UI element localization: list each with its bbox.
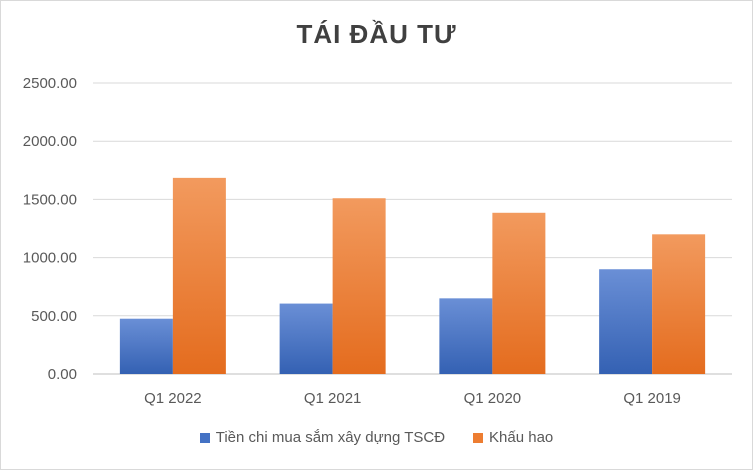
- legend: Tiền chi mua sắm xây dựng TSCĐ Khấu hao: [1, 429, 752, 446]
- bar-series-2: [492, 212, 546, 374]
- bar-series-1: [279, 303, 333, 374]
- x-tick-label: Q1 2019: [623, 390, 681, 407]
- x-tick-label: Q1 2022: [144, 390, 202, 407]
- bars: [119, 177, 706, 374]
- bar-series-2: [172, 177, 226, 374]
- y-tick-label: 1000.00: [23, 250, 77, 267]
- bar-series-1: [439, 298, 493, 374]
- legend-label-series-2: Khấu hao: [489, 429, 554, 446]
- chart-title: TÁI ĐẦU TƯ: [296, 19, 457, 49]
- y-tick-label: 1500.00: [23, 191, 77, 208]
- x-tick-label: Q1 2021: [304, 390, 362, 407]
- legend-item-series-1: Tiền chi mua sắm xây dựng TSCĐ: [199, 429, 446, 446]
- legend-item-series-2: Khấu hao: [473, 429, 553, 446]
- bar-series-2: [652, 234, 706, 374]
- bar-series-2: [332, 198, 386, 374]
- y-tick-label: 2000.00: [23, 133, 77, 150]
- legend-label-series-1: Tiền chi mua sắm xây dựng TSCĐ: [215, 429, 446, 446]
- bar-series-1: [599, 269, 653, 374]
- y-axis-ticks: 0.00 500.00 1000.00 1500.00 2000.00 2500.00: [23, 75, 77, 383]
- x-axis-ticks: Q1 2022 Q1 2021 Q1 2020 Q1 2019: [144, 390, 681, 407]
- y-tick-label: 500.00: [31, 308, 77, 325]
- y-tick-label: 0.00: [48, 366, 77, 383]
- y-tick-label: 2500.00: [23, 75, 77, 92]
- legend-swatch-series-2: [473, 432, 484, 443]
- legend-swatch-series-1: [199, 432, 210, 443]
- x-tick-label: Q1 2020: [464, 390, 522, 407]
- bar-series-1: [119, 318, 173, 374]
